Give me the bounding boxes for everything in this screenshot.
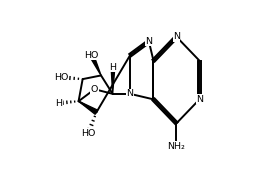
Polygon shape <box>79 101 98 114</box>
Text: N: N <box>126 89 134 98</box>
Text: N: N <box>173 32 180 41</box>
Text: HO: HO <box>84 51 99 60</box>
Text: N: N <box>145 37 152 46</box>
Text: HO: HO <box>54 73 69 82</box>
Text: O: O <box>91 85 98 94</box>
Text: NH₂: NH₂ <box>168 142 186 151</box>
Polygon shape <box>111 67 115 94</box>
Text: H: H <box>110 63 116 72</box>
Text: H: H <box>55 99 63 107</box>
Text: HO: HO <box>81 129 95 138</box>
Text: N: N <box>196 95 203 104</box>
Polygon shape <box>89 54 101 75</box>
